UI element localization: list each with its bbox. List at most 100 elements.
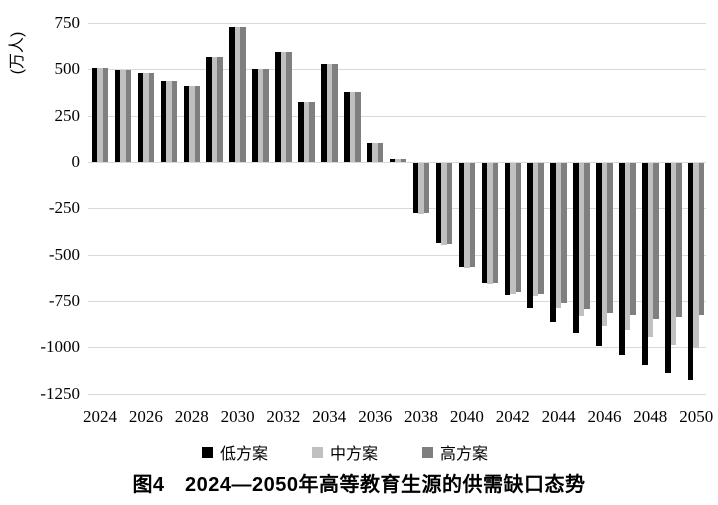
bar-2036-中方案 — [372, 142, 378, 162]
bar-2048-高方案 — [653, 163, 659, 319]
bar-2036-低方案 — [366, 142, 373, 162]
legend-label-mid: 中方案 — [329, 446, 378, 463]
bar-2039-低方案 — [435, 163, 442, 243]
bar-2044-中方案 — [555, 163, 562, 308]
bar-2034-高方案 — [332, 63, 338, 162]
bar-2040-高方案 — [469, 163, 476, 267]
bar-2035-低方案 — [344, 91, 350, 162]
x-tick-label-2046: 2046 — [587, 407, 622, 426]
bar-2036-高方案 — [377, 142, 384, 162]
bar-2039-高方案 — [446, 163, 453, 244]
x-tick-label-2034: 2034 — [312, 407, 347, 426]
legend: 低方案 中方案 高方案 — [0, 440, 690, 464]
legend-swatch-high-icon — [422, 446, 433, 458]
bar-2046-低方案 — [596, 163, 602, 347]
legend-label-high: 高方案 — [440, 446, 489, 463]
legend-item-mid: 中方案 — [311, 440, 378, 464]
bar-2026-低方案 — [137, 73, 144, 162]
y-tick-label-750: 750 — [54, 13, 81, 33]
x-tick-label-2036: 2036 — [358, 407, 393, 426]
bar-2025-高方案 — [125, 70, 132, 162]
chart-caption: 图4 2024—2050年高等教育生源的供需缺口态势 — [132, 474, 586, 496]
bar-2050-中方案 — [693, 163, 699, 349]
bar-2033-高方案 — [309, 101, 315, 162]
bar-2032-高方案 — [286, 51, 292, 162]
bar-2038-高方案 — [423, 163, 430, 213]
bar-2047-中方案 — [624, 163, 631, 330]
bar-2034-中方案 — [326, 63, 333, 162]
bar-2050-低方案 — [687, 163, 694, 380]
plot-area — [88, 14, 706, 396]
bar-2027-中方案 — [166, 80, 172, 162]
bar-2026-高方案 — [148, 73, 155, 162]
bar-2042-高方案 — [515, 163, 521, 292]
x-tick-label-2048: 2048 — [633, 407, 668, 426]
bar-2033-低方案 — [298, 101, 304, 162]
bar-2045-中方案 — [578, 163, 585, 316]
bar-2028-低方案 — [183, 86, 189, 162]
legend-swatch-mid-icon — [311, 446, 323, 458]
bar-2031-低方案 — [252, 68, 258, 162]
x-tick-label-2030: 2030 — [220, 407, 255, 426]
x-tick-label-2024: 2024 — [83, 407, 117, 426]
x-tick-label-2044: 2044 — [541, 407, 576, 426]
bar-2048-低方案 — [642, 163, 648, 365]
bar-2024-低方案 — [91, 67, 98, 162]
bar-2029-高方案 — [217, 57, 223, 162]
bar-2024-中方案 — [97, 67, 103, 162]
bar-2037-中方案 — [395, 159, 401, 162]
bar-2041-低方案 — [481, 163, 488, 284]
bar-2033-中方案 — [303, 101, 310, 162]
gridline-0 — [88, 162, 706, 163]
bar-2039-中方案 — [441, 163, 447, 245]
x-tick-label-2050: 2050 — [679, 407, 714, 426]
bar-2047-低方案 — [619, 163, 625, 355]
bar-2049-中方案 — [670, 163, 676, 345]
bar-2040-低方案 — [458, 163, 465, 267]
x-tick-label-2038: 2038 — [404, 407, 438, 426]
bar-2042-低方案 — [504, 163, 510, 296]
bar-2047-高方案 — [630, 163, 636, 315]
bar-2028-高方案 — [194, 86, 200, 162]
y-tick-label-250: 250 — [54, 105, 81, 125]
y-tick-label-0: 0 — [71, 152, 81, 171]
x-tick-label-2026: 2026 — [128, 407, 163, 426]
gridline--1250 — [88, 393, 706, 395]
bar-2050-高方案 — [698, 163, 705, 315]
gridline--750 — [88, 300, 706, 302]
bar-2032-低方案 — [275, 51, 281, 162]
bar-2025-低方案 — [114, 70, 121, 162]
y-tick-label--250: -250 — [48, 198, 80, 218]
gridline--1000 — [88, 347, 706, 349]
x-tick-label-2028: 2028 — [174, 407, 209, 426]
bar-2044-高方案 — [561, 163, 567, 303]
gridline--250 — [88, 208, 706, 210]
bar-2028-中方案 — [189, 86, 195, 162]
bar-2043-高方案 — [538, 163, 544, 294]
bar-2043-中方案 — [532, 163, 539, 297]
bar-2030-中方案 — [234, 26, 241, 162]
bar-2049-低方案 — [665, 163, 671, 374]
bar-2034-低方案 — [321, 63, 327, 162]
bar-2046-中方案 — [601, 163, 608, 326]
bar-2044-低方案 — [550, 163, 556, 323]
bar-2043-低方案 — [527, 163, 533, 309]
bar-2037-低方案 — [389, 159, 396, 162]
bar-2031-中方案 — [257, 68, 264, 162]
y-tick-label--750: -750 — [48, 290, 80, 310]
gridline--500 — [88, 254, 706, 256]
bar-2045-高方案 — [584, 163, 590, 310]
bar-2026-中方案 — [143, 73, 149, 162]
bar-2032-中方案 — [280, 51, 287, 162]
y-tick-label--1250: -1250 — [40, 383, 80, 403]
y-tick-label--1000: -1000 — [40, 337, 80, 357]
bar-2037-高方案 — [400, 159, 407, 162]
bar-2041-中方案 — [487, 163, 493, 285]
bar-2038-中方案 — [418, 163, 424, 214]
x-tick-label-2042: 2042 — [495, 407, 530, 426]
bar-2024-高方案 — [102, 67, 109, 162]
legend-swatch-low-icon — [201, 446, 213, 458]
gridline-750 — [88, 23, 706, 25]
gridline-500 — [88, 69, 706, 71]
